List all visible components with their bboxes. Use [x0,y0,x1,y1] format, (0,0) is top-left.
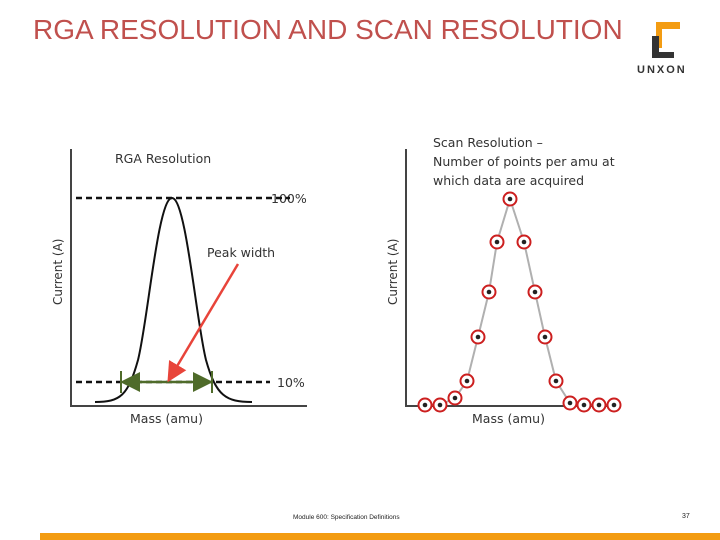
footer-module-text: Module 600: Specification Definitions [293,514,400,521]
scan-point [432,397,448,413]
scan-point [470,329,486,345]
scan-point [516,234,532,250]
scan-point [527,284,543,300]
bracket-logo-icon [652,22,680,58]
scan-resolution-caption: Scan Resolution – Number of points per a… [433,133,615,190]
logo-text: UNXON [637,64,687,76]
scan-point [417,397,433,413]
scan-point [502,191,518,207]
scan-points-line [425,195,614,406]
left-x-axis-label: Mass (amu) [130,411,203,426]
caption-line: Number of points per amu at [433,154,615,169]
footer-accent-bar [40,533,720,540]
scan-point [606,397,622,413]
gaussian-peak-curve [94,196,253,403]
scan-point [548,373,564,389]
scan-point [562,395,578,411]
caption-line: which data are acquired [433,173,585,188]
scan-point [576,397,592,413]
scan-point [459,373,475,389]
slide-title: RGA RESOLUTION AND SCAN RESOLUTION [33,14,623,45]
rga-resolution-heading: RGA Resolution [115,151,212,166]
caption-line: Scan Resolution – [433,135,543,150]
scan-point [481,284,497,300]
scan-point [591,397,607,413]
scan-point [447,390,463,406]
peak-width-pointer-arrow [167,263,240,383]
page-number: 37 [682,513,690,520]
level-10-label: 10% [277,375,305,390]
right-x-axis-label: Mass (amu) [472,411,545,426]
scan-point [537,329,553,345]
scan-point [489,234,505,250]
peak-width-label: Peak width [207,245,276,260]
